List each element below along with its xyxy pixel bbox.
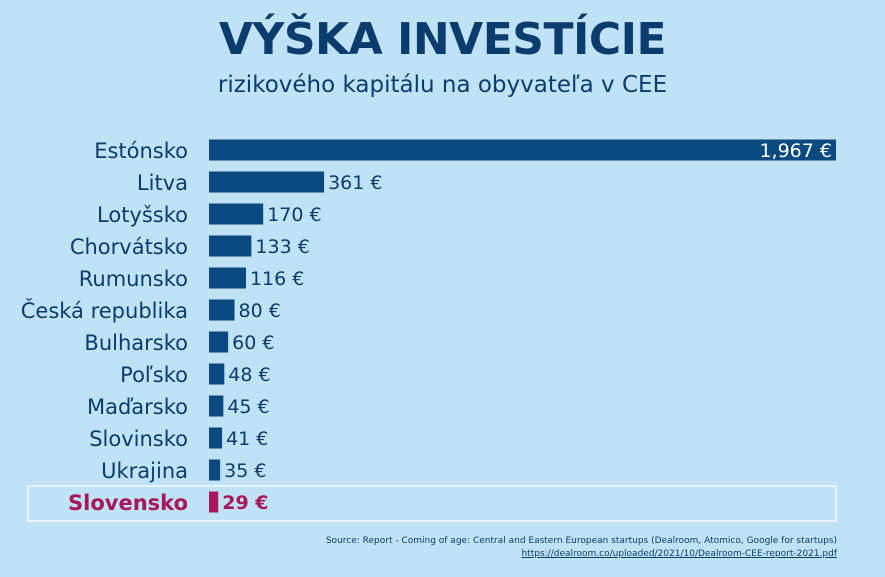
category-label-rumunsko: Rumunsko	[79, 267, 188, 291]
category-label-polsko: Poľsko	[120, 363, 188, 387]
category-label-lotyssko: Lotyšsko	[97, 203, 188, 227]
highlight-frame	[27, 485, 837, 522]
bar-chorvatsko	[209, 235, 252, 257]
category-label-litva: Litva	[137, 171, 188, 195]
value-label-estonsko: 1,967 €	[759, 140, 832, 162]
category-label-estonsko: Estónsko	[94, 139, 188, 163]
category-label-bulharsko: Bulharsko	[84, 331, 188, 355]
category-label-ceska-republika: Česká republika	[21, 298, 188, 323]
bar-ukrajina	[209, 459, 221, 481]
bar-slovinsko	[209, 427, 223, 449]
value-label-polsko: 48 €	[228, 364, 270, 386]
category-label-chorvatsko: Chorvátsko	[70, 235, 188, 259]
bar-ceska-republika	[209, 299, 235, 321]
chart-title: VÝŠKA INVESTÍCIE	[218, 14, 667, 65]
bar-chart: Estónsko 1,967 € Litva 361 € Lotyšsko 170 € Ch…	[21, 139, 837, 522]
source-note: Source: Report - Coming of age: Central …	[326, 535, 837, 561]
source-link[interactable]: https://dealroom.co/uploaded/2021/10/Dea…	[521, 549, 837, 559]
value-label-chorvatsko: 133 €	[255, 236, 309, 258]
value-label-litva: 361 €	[328, 172, 382, 194]
bar-estonsko	[209, 139, 836, 161]
bar-madarsko	[209, 395, 224, 417]
source-text: Source: Report - Coming of age: Central …	[325, 536, 837, 546]
category-label-madarsko: Maďarsko	[87, 395, 188, 419]
bar-bulharsko	[209, 331, 229, 353]
value-label-lotyssko: 170 €	[267, 204, 321, 226]
value-label-madarsko: 45 €	[227, 396, 269, 418]
value-label-slovinsko: 41 €	[226, 428, 268, 450]
chart-subtitle: rizikového kapitálu na obyvateľa v CEE	[217, 72, 668, 98]
bar-litva	[209, 171, 325, 193]
category-label-slovensko: Slovensko	[68, 491, 188, 515]
bar-polsko	[209, 363, 225, 385]
bar-slovensko	[209, 491, 219, 513]
value-label-slovensko: 29 €	[222, 492, 268, 514]
category-label-slovinsko: Slovinsko	[89, 427, 188, 451]
bar-rumunsko	[209, 267, 246, 289]
value-label-ceska-republika: 80 €	[239, 300, 281, 322]
category-label-ukrajina: Ukrajina	[101, 459, 188, 483]
value-label-ukrajina: 35 €	[224, 460, 266, 482]
bar-lotyssko	[209, 203, 264, 225]
value-label-bulharsko: 60 €	[232, 332, 274, 354]
value-label-rumunsko: 116 €	[250, 268, 304, 290]
